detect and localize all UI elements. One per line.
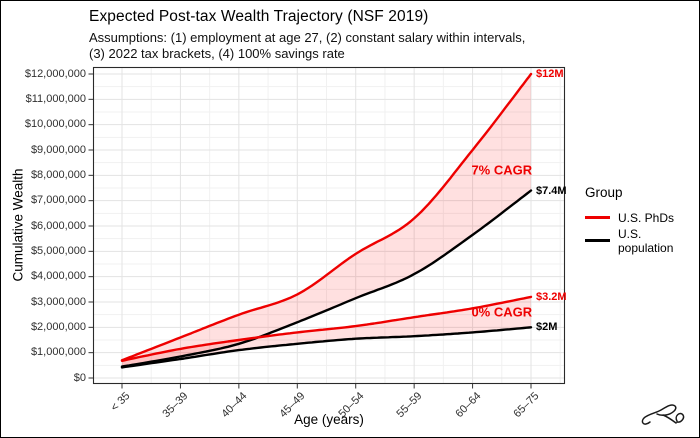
signature-monogram-icon <box>641 404 685 425</box>
cagr-annotation: 0% CAGR <box>471 304 533 320</box>
panel-border <box>92 66 566 385</box>
plot-panel <box>88 66 566 389</box>
y-tick-label: $8,000,000 <box>30 168 86 181</box>
legend-entry-label: U.S. PhDs <box>618 210 675 225</box>
y-tick-label: $9,000,000 <box>30 143 86 156</box>
grid-major <box>93 67 565 384</box>
line-3 <box>120 326 533 369</box>
series-end-value-label: $12M <box>536 68 564 80</box>
y-tick-label: $11,000,000 <box>25 92 86 105</box>
y-tick-label: $2,000,000 <box>30 320 86 333</box>
cagr-gap-ribbons <box>122 74 531 368</box>
y-tick-label: $7,000,000 <box>30 194 86 207</box>
y-tick-label: $5,000,000 <box>30 244 86 257</box>
y-tick-label: $12,000,000 <box>24 67 86 80</box>
black-line-swatch-icon <box>585 239 610 242</box>
y-tick-label: $0 <box>73 371 86 384</box>
legend-entry-population: U.S. population <box>585 226 699 255</box>
legend-entry-label: U.S. population <box>618 226 674 255</box>
axis-ticks <box>88 73 532 389</box>
line-0 <box>120 72 533 362</box>
subtitle-line-2: (3) 2022 tax brackets, (4) 100% savings … <box>89 45 345 61</box>
subtitle-line-1: Assumptions: (1) employment at age 27, (… <box>89 30 526 45</box>
legend: Group U.S. PhDs U.S. population <box>585 185 699 255</box>
y-tick-label: $3,000,000 <box>30 295 86 308</box>
grid-minor <box>93 67 565 384</box>
series-end-value-label: $2M <box>536 321 558 334</box>
y-tick-label: $1,000,000 <box>30 346 86 359</box>
legend-title: Group <box>585 185 623 200</box>
series-end-value-label: $3.2M <box>536 290 567 303</box>
red-line-swatch-icon <box>585 216 610 219</box>
chart-subtitle: Assumptions: (1) employment at age 27, (… <box>89 30 525 61</box>
chart-title: Expected Post-tax Wealth Trajectory (NSF… <box>89 8 429 25</box>
line-1 <box>120 189 533 368</box>
line-2 <box>120 295 533 362</box>
cagr-annotation: 7% CAGR <box>471 162 533 178</box>
series-lines <box>120 72 533 369</box>
series-end-value-label: $7.4M <box>536 184 567 197</box>
legend-entry-phds: U.S. PhDs <box>585 206 699 229</box>
y-tick-label: $6,000,000 <box>30 219 86 232</box>
y-tick-label: $4,000,000 <box>30 270 86 283</box>
x-axis-title: Age (years) <box>294 412 364 427</box>
y-tick-label: $10,000,000 <box>24 118 86 131</box>
